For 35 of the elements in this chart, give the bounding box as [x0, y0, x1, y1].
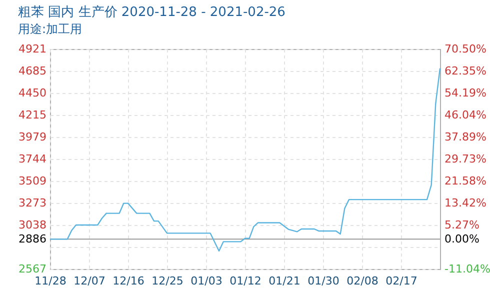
y2-tick-label: 5.27%: [444, 218, 480, 232]
y2-tick-label: 54.19%: [444, 86, 486, 100]
y-tick-label: 3509: [18, 174, 46, 188]
y-tick-label: 3038: [18, 218, 46, 232]
y-tick-label: 3744: [18, 152, 46, 166]
chart-subtitle: 用途:加工用: [18, 22, 82, 36]
y-tick-label: 4921: [18, 42, 46, 56]
x-tick-label: 01/30: [308, 274, 340, 288]
x-tick-label: 01/03: [190, 274, 222, 288]
line-series: [49, 68, 441, 252]
y2-tick-label: 62.35%: [444, 64, 486, 78]
x-tick-label: 02/08: [346, 274, 378, 288]
y2-tick-label: -11.04%: [444, 262, 490, 276]
y-tick-label: 4685: [18, 64, 46, 78]
y2-tick-label: 70.50%: [444, 42, 486, 56]
y-tick-label: 4450: [18, 86, 46, 100]
y2-tick-label: 13.42%: [444, 196, 486, 210]
x-tick-label: 12/25: [152, 274, 184, 288]
y-tick-label: 3273: [18, 196, 46, 210]
x-tick-label: 02/17: [386, 274, 418, 288]
y2-tick-label: 21.58%: [444, 174, 486, 188]
y2-tick-label: 0.00%: [444, 232, 480, 246]
x-tick-label: 12/07: [74, 274, 106, 288]
y-tick-label: 2567: [18, 262, 46, 276]
y2-tick-label: 29.73%: [444, 152, 486, 166]
x-tick-label: 01/12: [230, 274, 262, 288]
chart-title: 粗苯 国内 生产价 2020-11-28 - 2021-02-26: [18, 5, 286, 20]
x-tick-label: 11/28: [34, 274, 66, 288]
y2-tick-label: 46.04%: [444, 108, 486, 122]
x-tick-label: 12/16: [112, 274, 144, 288]
ref-line-label: 2886: [18, 232, 46, 246]
y2-tick-label: 37.89%: [444, 130, 486, 144]
y-tick-label: 4215: [18, 108, 46, 122]
y-tick-label: 3979: [18, 130, 46, 144]
x-tick-label: 01/21: [268, 274, 300, 288]
